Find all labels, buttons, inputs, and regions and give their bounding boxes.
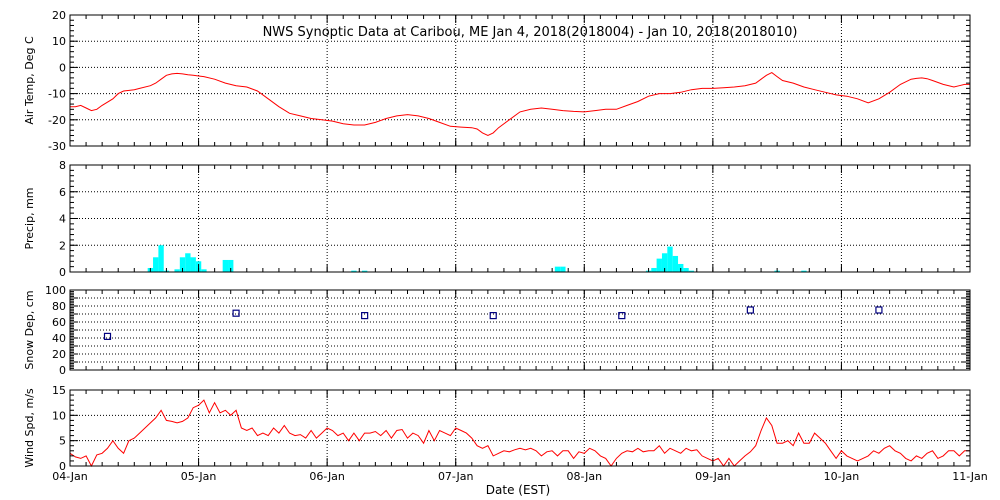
snow_depth-point	[875, 306, 883, 314]
precip-bar	[554, 266, 561, 272]
x-axis-label: Date (EST)	[486, 483, 550, 497]
precip-bar	[185, 253, 191, 272]
precip-bar	[222, 259, 229, 272]
y-tick-label: 40	[52, 332, 66, 345]
x-tick-label: 09-Jan	[695, 470, 731, 483]
snow_depth-point	[361, 312, 369, 320]
precip-bar	[190, 257, 196, 272]
wind_speed-frame	[69, 389, 971, 467]
precip-bar	[351, 270, 357, 272]
snow_depth-point	[489, 312, 497, 320]
snow_depth-panel: 0 20 40 60 80 100 Snow Dep, cm	[23, 284, 971, 377]
x-tick-label: 05-Jan	[181, 470, 217, 483]
y-tick-label: -30	[48, 140, 66, 153]
y-tick-label: -20	[48, 114, 66, 127]
precip-ylabel: Precip, mm	[23, 188, 36, 250]
air_temp-ylabel: Air Temp, Deg C	[23, 36, 36, 125]
y-tick-label: 10	[52, 409, 66, 422]
y-tick-label: 4	[59, 213, 66, 226]
snow_depth-point	[618, 312, 626, 320]
y-tick-label: -10	[48, 88, 66, 101]
y-tick-label: 2	[59, 239, 66, 252]
precip-bar	[672, 255, 679, 272]
precip-bar	[174, 269, 180, 272]
y-tick-label: 15	[52, 384, 66, 397]
precip-bar	[651, 267, 657, 272]
y-tick-label: 20	[52, 348, 66, 361]
y-tick-label: 100	[45, 284, 66, 297]
precip-bar	[688, 270, 695, 272]
precip-bar	[179, 257, 186, 272]
precip-panel: 0 2 4 6 8 Precip, mm	[23, 159, 971, 279]
precip-bar	[801, 270, 807, 272]
precip-bar	[361, 270, 368, 272]
y-tick-label: 10	[52, 35, 66, 48]
y-tick-label: 0	[59, 266, 66, 279]
chart-panels: -30 -20 -10 0 10 20 Air Temp, Deg C 0 2 4 6 8 Precip…	[23, 9, 988, 483]
x-tick-label: 04-Jan	[52, 470, 88, 483]
wind_speed-line	[69, 399, 970, 468]
snow_depth-point	[232, 309, 240, 317]
y-tick-label: 5	[59, 435, 66, 448]
air_temp-line	[70, 72, 970, 137]
precip-bar	[661, 253, 668, 272]
precip-bar	[153, 257, 159, 272]
y-tick-label: 80	[52, 300, 66, 313]
precip-bar	[560, 266, 566, 272]
precip-bar	[158, 245, 164, 272]
y-tick-label: 6	[59, 186, 66, 199]
snow_depth-point	[103, 332, 112, 340]
wind_speed-panel: 0 5 10 15 Wind Spd, m/s 04-Jan 05-Jan 06-Jan 07-…	[23, 384, 988, 483]
x-tick-label: 10-Jan	[824, 470, 860, 483]
precip-bar	[678, 263, 684, 272]
chart-title: NWS Synoptic Data at Caribou, ME Jan 4, …	[263, 25, 798, 40]
precip-bar	[683, 267, 689, 272]
y-tick-label: 0	[59, 460, 66, 473]
x-tick-label: 08-Jan	[567, 470, 603, 483]
precip-bar	[228, 259, 234, 272]
x-tick-label: 07-Jan	[438, 470, 474, 483]
snow_depth-ylabel: Snow Dep, cm	[23, 290, 36, 369]
y-tick-label: 20	[52, 9, 66, 22]
y-tick-label: 60	[52, 316, 66, 329]
x-tick-label: 11-Jan	[952, 470, 988, 483]
y-tick-label: 0	[59, 61, 66, 74]
air_temp-panel: -30 -20 -10 0 10 20 Air Temp, Deg C	[23, 9, 971, 153]
precip-bar	[201, 269, 207, 272]
snow_depth-point	[746, 306, 754, 314]
y-tick-label: 0	[59, 364, 66, 377]
x-tick-label: 06-Jan	[309, 470, 345, 483]
y-tick-label: 8	[59, 159, 66, 172]
wind_speed-ylabel: Wind Spd, m/s	[23, 388, 36, 468]
precip-bar	[667, 246, 673, 272]
precip-bar	[656, 258, 662, 272]
